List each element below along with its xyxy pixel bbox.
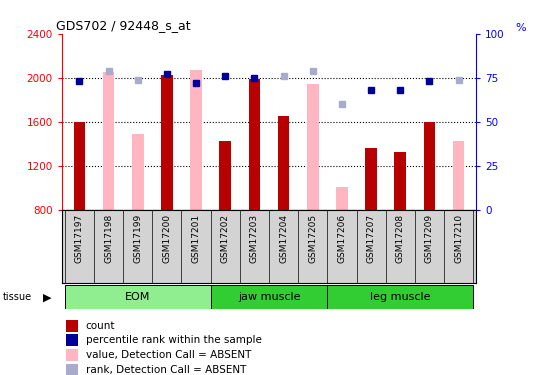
Text: GSM17202: GSM17202 (221, 214, 230, 262)
Text: GSM17210: GSM17210 (454, 214, 463, 263)
Text: GSM17199: GSM17199 (133, 214, 142, 263)
Bar (66, 320, 79, 332)
Bar (336, 187, 348, 298)
Text: value, Detection Call = ABSENT: value, Detection Call = ABSENT (86, 350, 251, 360)
Bar (278, 116, 289, 298)
Text: GSM17201: GSM17201 (192, 214, 201, 263)
Text: rank, Detection Call = ABSENT: rank, Detection Call = ABSENT (86, 365, 246, 375)
Text: percentile rank within the sample: percentile rank within the sample (86, 335, 261, 345)
Bar (307, 84, 318, 298)
Bar (249, 79, 260, 298)
Text: GSM17206: GSM17206 (337, 214, 346, 263)
Text: GSM17198: GSM17198 (104, 214, 113, 263)
Bar (220, 141, 231, 298)
Text: tissue: tissue (3, 292, 32, 302)
Text: GSM17203: GSM17203 (250, 214, 259, 263)
Bar (65, 285, 211, 309)
Bar (453, 141, 464, 298)
Bar (211, 285, 327, 309)
Text: count: count (86, 321, 115, 331)
Bar (132, 134, 144, 298)
Bar (423, 122, 435, 298)
Bar (66, 364, 79, 375)
Text: jaw muscle: jaw muscle (238, 292, 300, 302)
Text: leg muscle: leg muscle (370, 292, 430, 302)
Text: ▶: ▶ (43, 292, 51, 302)
Text: GSM17208: GSM17208 (396, 214, 405, 263)
Bar (66, 349, 79, 361)
Text: GDS702 / 92448_s_at: GDS702 / 92448_s_at (56, 19, 191, 32)
Text: %: % (515, 23, 526, 33)
Bar (74, 122, 85, 298)
Bar (327, 285, 473, 309)
Bar (190, 70, 202, 298)
Text: GSM17207: GSM17207 (366, 214, 376, 263)
Bar (103, 72, 115, 298)
Text: GSM17209: GSM17209 (425, 214, 434, 263)
Bar (365, 148, 377, 298)
Text: GSM17200: GSM17200 (162, 214, 172, 263)
Text: EOM: EOM (125, 292, 151, 302)
Bar (66, 334, 79, 346)
Bar (161, 75, 173, 298)
Text: GSM17205: GSM17205 (308, 214, 317, 263)
Text: GSM17204: GSM17204 (279, 214, 288, 262)
Bar (394, 152, 406, 298)
Text: GSM17197: GSM17197 (75, 214, 84, 263)
